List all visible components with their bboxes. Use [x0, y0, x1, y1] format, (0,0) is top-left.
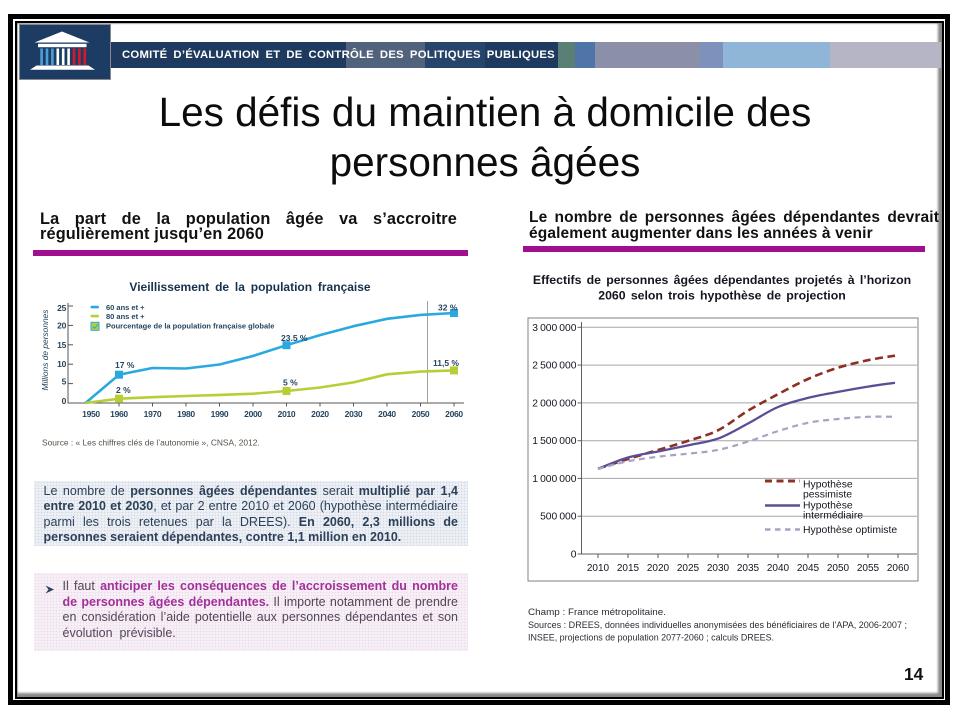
- svg-text:Millions de personnes: Millions de personnes: [40, 309, 50, 391]
- svg-text:2015: 2015: [617, 563, 640, 574]
- svg-text:0: 0: [571, 550, 577, 561]
- svg-text:2025: 2025: [677, 563, 700, 574]
- svg-text:2045: 2045: [797, 563, 820, 574]
- svg-text:2020: 2020: [647, 563, 670, 574]
- svg-text:3 000 000: 3 000 000: [532, 323, 576, 334]
- svg-text:2010: 2010: [587, 563, 610, 574]
- svg-text:2050: 2050: [827, 563, 850, 574]
- svg-text:2035: 2035: [737, 563, 760, 574]
- svg-text:2 %: 2 %: [116, 385, 131, 395]
- svg-text:Vieillissement de la populatio: Vieillissement de la population français…: [129, 280, 371, 294]
- svg-text:Pourcentage de la population f: Pourcentage de la population française g…: [106, 322, 274, 331]
- svg-text:0: 0: [62, 396, 67, 406]
- svg-text:intermédiaire: intermédiaire: [803, 511, 863, 522]
- svg-text:2060 selon trois hypothèse de: 2060 selon trois hypothèse de projection: [598, 289, 846, 303]
- svg-text:2000: 2000: [244, 409, 262, 419]
- svg-text:32 %: 32 %: [438, 303, 458, 313]
- svg-text:11,5 %: 11,5 %: [433, 358, 459, 368]
- svg-text:17 %: 17 %: [115, 360, 135, 370]
- svg-text:23.5 %: 23.5 %: [281, 333, 308, 343]
- svg-text:5 %: 5 %: [283, 378, 298, 388]
- svg-text:Hypothèse optimiste: Hypothèse optimiste: [803, 525, 897, 536]
- svg-text:10: 10: [57, 359, 66, 369]
- svg-text:2 500 000: 2 500 000: [532, 361, 576, 372]
- svg-text:80 ans et +: 80 ans et +: [106, 312, 145, 321]
- svg-text:60 ans et +: 60 ans et +: [106, 303, 145, 312]
- svg-text:2 000 000: 2 000 000: [532, 398, 576, 409]
- svg-text:15: 15: [57, 340, 66, 350]
- svg-text:2030: 2030: [345, 409, 363, 419]
- svg-text:2060: 2060: [445, 409, 463, 419]
- svg-text:Hypothèse: Hypothèse: [803, 480, 853, 491]
- svg-text:1 500 000: 1 500 000: [532, 436, 576, 447]
- svg-text:Champ : France métropolitaine.: Champ : France métropolitaine.: [528, 607, 666, 618]
- svg-text:2040: 2040: [767, 563, 790, 574]
- svg-text:1960: 1960: [110, 409, 128, 419]
- svg-text:500 000: 500 000: [540, 512, 577, 523]
- svg-text:pessimiste: pessimiste: [803, 490, 852, 501]
- svg-text:Hypothèse: Hypothèse: [803, 501, 853, 512]
- svg-text:2020: 2020: [311, 409, 329, 419]
- svg-text:1 000 000: 1 000 000: [532, 474, 576, 485]
- svg-text:2055: 2055: [857, 563, 880, 574]
- svg-text:2060: 2060: [887, 563, 910, 574]
- svg-text:1950: 1950: [82, 409, 100, 419]
- svg-text:2010: 2010: [278, 409, 296, 419]
- svg-text:2040: 2040: [378, 409, 396, 419]
- svg-text:2030: 2030: [707, 563, 730, 574]
- svg-text:1970: 1970: [144, 409, 162, 419]
- svg-text:Source : « Les chiffres clés d: Source : « Les chiffres clés de l’autono…: [42, 438, 260, 448]
- svg-text:2050: 2050: [412, 409, 430, 419]
- svg-text:25: 25: [57, 303, 66, 313]
- svg-text:1990: 1990: [211, 409, 229, 419]
- svg-text:INSEE, projections de populati: INSEE, projections de population 2077-20…: [528, 633, 774, 644]
- svg-text:Effectifs de personnes âgées d: Effectifs de personnes âgées dépendantes…: [533, 273, 911, 287]
- svg-text:20: 20: [57, 320, 66, 330]
- svg-text:5: 5: [62, 377, 67, 387]
- svg-text:1980: 1980: [177, 409, 195, 419]
- svg-text:Sources : DREES, données indiv: Sources : DREES, données individuelles a…: [528, 620, 907, 631]
